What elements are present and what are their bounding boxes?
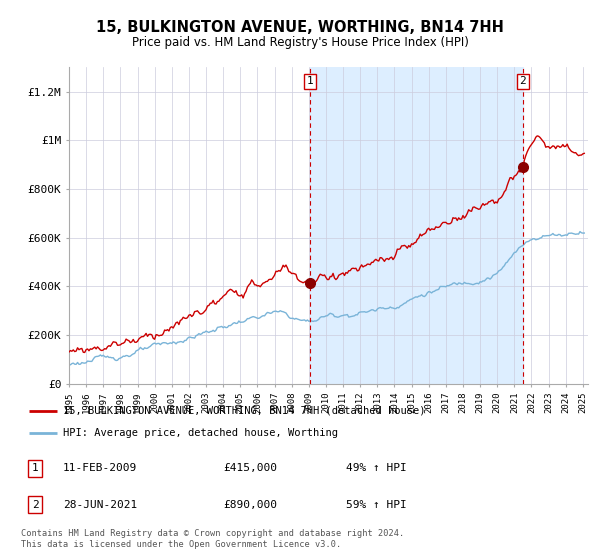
Text: 15, BULKINGTON AVENUE, WORTHING, BN14 7HH: 15, BULKINGTON AVENUE, WORTHING, BN14 7H… <box>96 20 504 35</box>
Text: 2: 2 <box>520 76 526 86</box>
Text: 59% ↑ HPI: 59% ↑ HPI <box>346 500 407 510</box>
Text: Price paid vs. HM Land Registry's House Price Index (HPI): Price paid vs. HM Land Registry's House … <box>131 36 469 49</box>
Text: 28-JUN-2021: 28-JUN-2021 <box>63 500 137 510</box>
Text: Contains HM Land Registry data © Crown copyright and database right 2024.
This d: Contains HM Land Registry data © Crown c… <box>21 529 404 549</box>
Text: 1: 1 <box>307 76 314 86</box>
Text: 11-FEB-2009: 11-FEB-2009 <box>63 463 137 473</box>
Bar <box>310 67 523 384</box>
Text: HPI: Average price, detached house, Worthing: HPI: Average price, detached house, Wort… <box>63 428 338 438</box>
Text: £415,000: £415,000 <box>223 463 277 473</box>
Text: £890,000: £890,000 <box>223 500 277 510</box>
Text: 2: 2 <box>32 500 38 510</box>
Text: 49% ↑ HPI: 49% ↑ HPI <box>346 463 407 473</box>
Bar <box>583 67 592 384</box>
Text: 15, BULKINGTON AVENUE, WORTHING, BN14 7HH (detached house): 15, BULKINGTON AVENUE, WORTHING, BN14 7H… <box>63 406 425 416</box>
Text: 1: 1 <box>32 463 38 473</box>
